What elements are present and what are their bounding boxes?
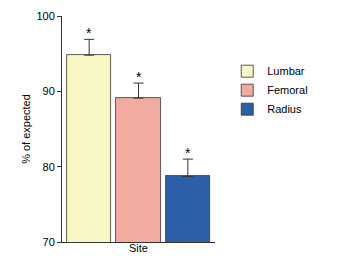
svg-text:*: * xyxy=(185,145,191,161)
svg-text:90: 90 xyxy=(43,85,55,97)
svg-text:% of expected: % of expected xyxy=(20,94,32,164)
svg-text:Site: Site xyxy=(129,242,148,254)
svg-text:Femoral: Femoral xyxy=(267,84,307,96)
svg-text:100: 100 xyxy=(36,10,54,22)
svg-text:*: * xyxy=(86,25,92,41)
svg-text:Lumbar: Lumbar xyxy=(267,65,305,77)
svg-text:80: 80 xyxy=(43,161,55,173)
svg-text:70: 70 xyxy=(43,236,55,248)
svg-text:Radius: Radius xyxy=(267,103,302,115)
svg-text:*: * xyxy=(136,69,142,85)
